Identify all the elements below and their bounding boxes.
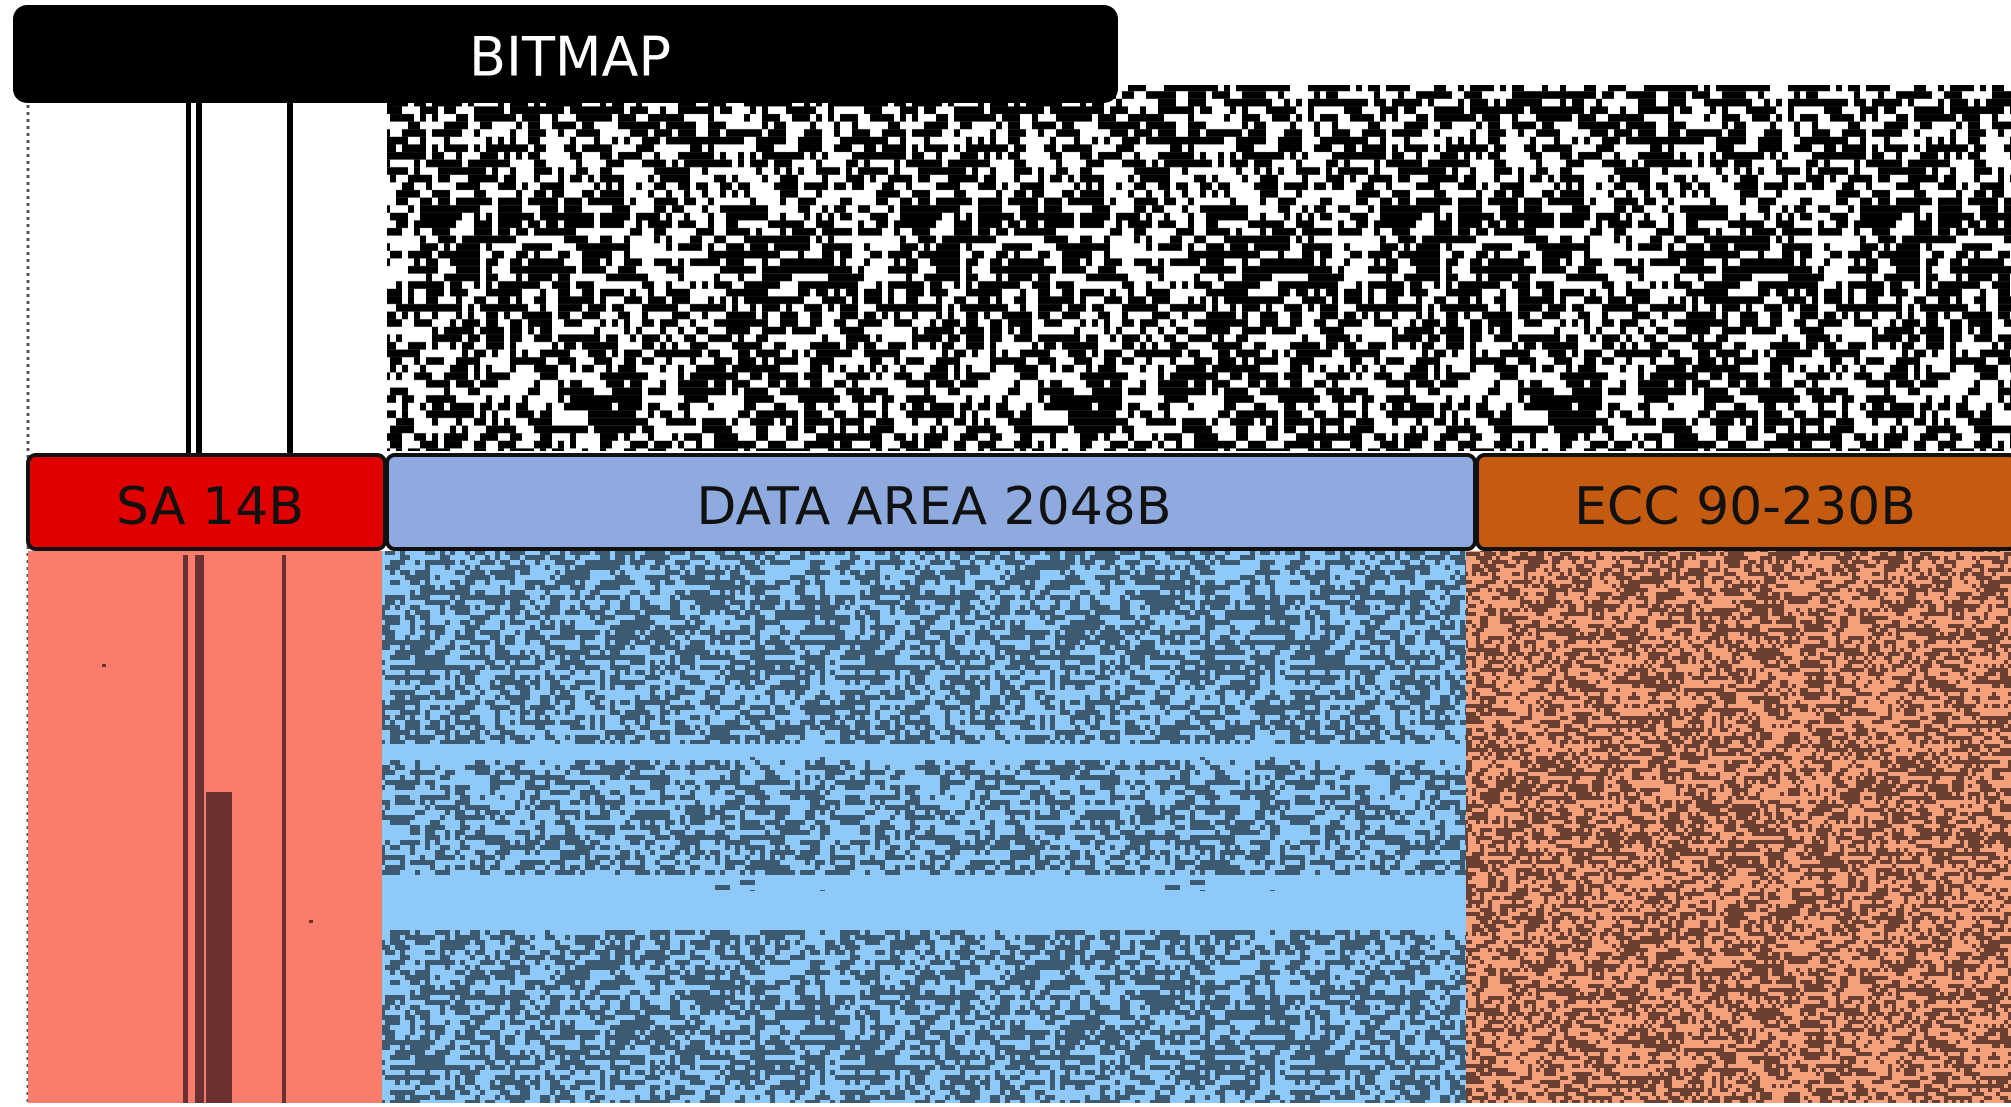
data-noise bbox=[382, 930, 1466, 1103]
sa-area bbox=[28, 551, 382, 1103]
bitmap-diagram: BITMAP SA 14B DATA AREA 2048B ECC 90-230… bbox=[0, 0, 2011, 1103]
header-title: BITMAP bbox=[469, 26, 671, 89]
sa-line bbox=[183, 555, 188, 1103]
data-noise bbox=[382, 551, 1466, 744]
ecc-noise bbox=[1466, 551, 2011, 1103]
sa-line bbox=[186, 100, 191, 455]
region-label: ECC 90-230B bbox=[1574, 477, 1916, 537]
sa-dot bbox=[102, 664, 106, 667]
region-label: DATA AREA 2048B bbox=[696, 477, 1171, 537]
bitmap-noise bbox=[387, 85, 2011, 451]
page: BITMAP SA 14B DATA AREA 2048B ECC 90-230… bbox=[0, 0, 2011, 1103]
data-noise bbox=[382, 757, 1466, 891]
region-label: SA 14B bbox=[116, 477, 304, 537]
sa-line bbox=[196, 100, 202, 455]
sa-line bbox=[195, 555, 204, 1103]
sa-dot bbox=[309, 920, 313, 923]
sa-line bbox=[282, 555, 286, 1103]
sa-line bbox=[287, 100, 293, 455]
sa-block bbox=[206, 792, 232, 1103]
